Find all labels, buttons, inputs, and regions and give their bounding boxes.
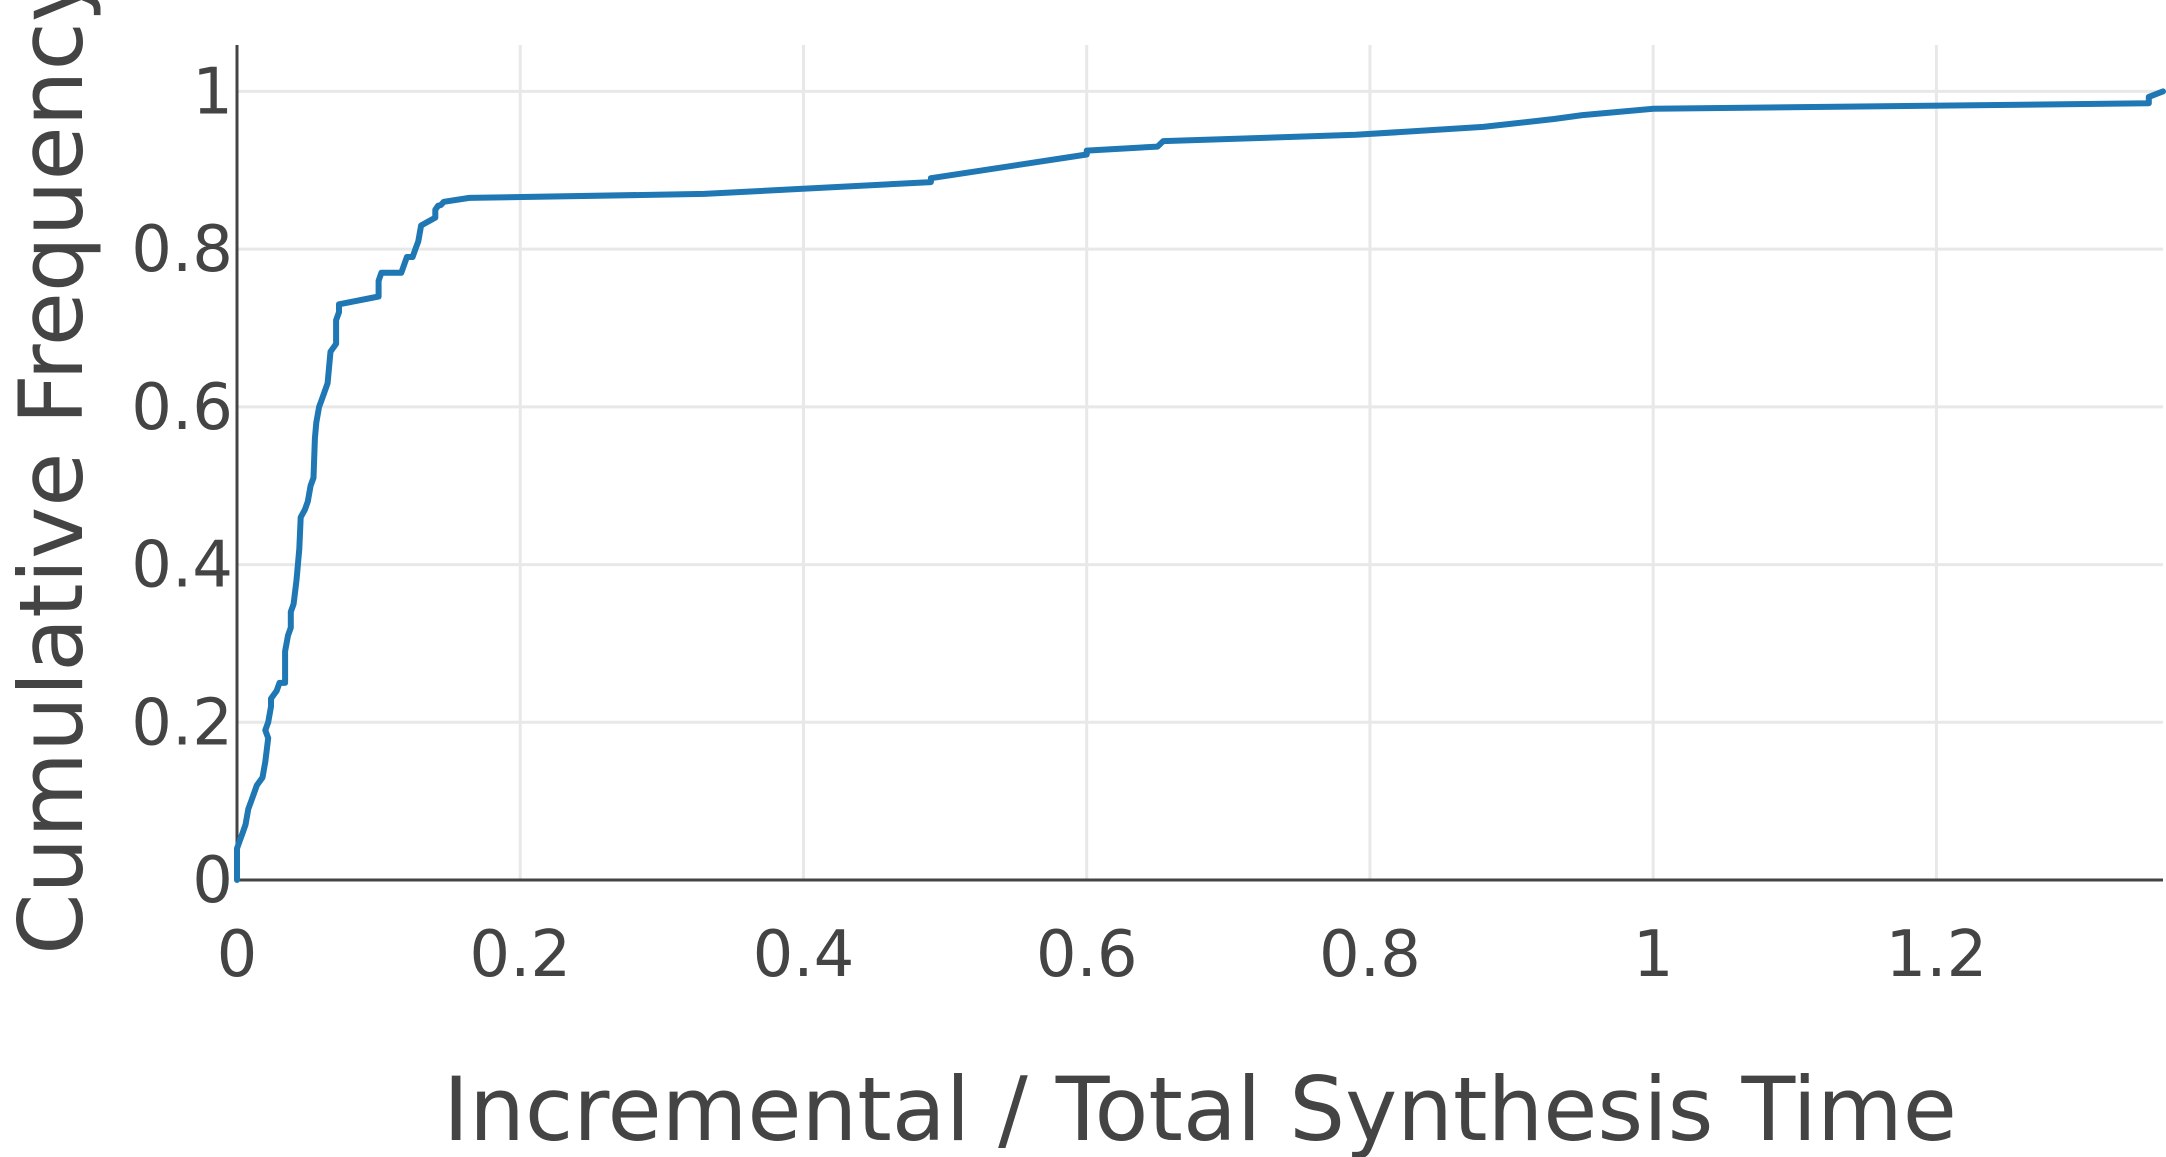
x-tick-label: 1 <box>1633 918 1674 992</box>
tick-layer: 0 0.2 0.4 0.6 0.8 1 1.2 0 0.2 0.4 0.6 0.8 1 <box>131 55 1987 992</box>
y-tick-label: 0.4 <box>131 529 233 603</box>
x-axis-title: Incremental / Total Synthesis Time <box>443 1058 1957 1157</box>
x-tick-label: 0 <box>217 918 258 992</box>
x-tick-label: 0.2 <box>469 918 571 992</box>
series-layer <box>234 88 2166 883</box>
x-tick-label: 0.6 <box>1036 918 1138 992</box>
y-tick-label: 0.6 <box>131 371 233 445</box>
x-tick-label: 1.2 <box>1886 918 1988 992</box>
y-tick-label: 0.8 <box>131 213 233 287</box>
y-tick-label: 1 <box>192 55 233 129</box>
x-tick-label: 0.8 <box>1319 918 1421 992</box>
axes-layer <box>235 45 2163 882</box>
y-tick-label: 0 <box>192 844 233 918</box>
x-tick-label: 0.4 <box>753 918 855 992</box>
grid-layer <box>237 45 2163 880</box>
series-line <box>234 88 2166 883</box>
y-tick-label: 0.2 <box>131 686 233 760</box>
y-axis-title: Cumulative Frequency <box>0 0 103 955</box>
